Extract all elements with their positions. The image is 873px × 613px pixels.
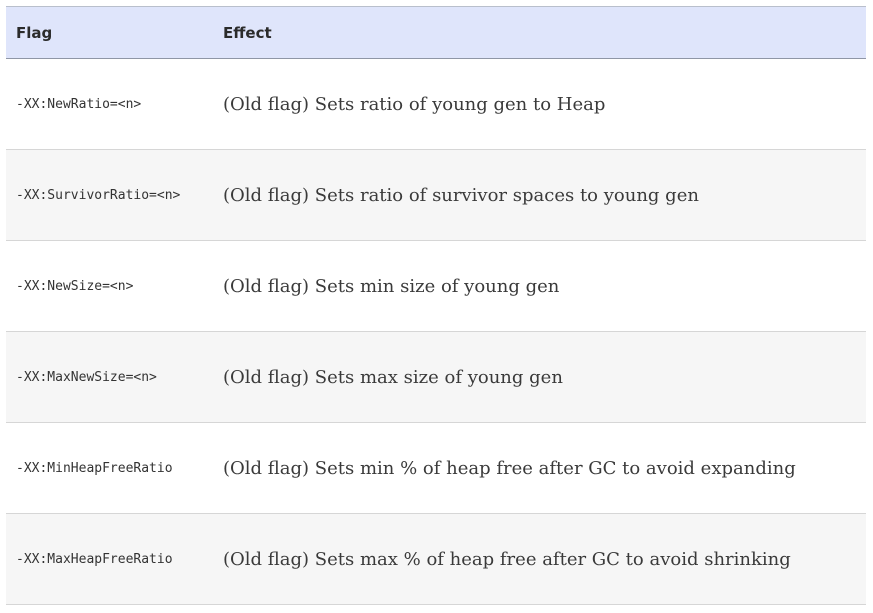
table-row: -XX:NewRatio=<n> (Old flag) Sets ratio o… — [6, 58, 866, 150]
flag-cell: -XX:NewRatio=<n> — [6, 58, 213, 150]
table-row: -XX:SurvivorRatio=<n> (Old flag) Sets ra… — [6, 149, 866, 241]
column-header-effect: Effect — [213, 6, 866, 59]
flag-cell: -XX:MaxHeapFreeRatio — [6, 513, 213, 605]
flag-cell: -XX:NewSize=<n> — [6, 240, 213, 332]
effect-cell: (Old flag) Sets max size of young gen — [213, 331, 866, 423]
jvm-flags-table-container: Flag Effect -XX:NewRatio=<n> (Old flag) … — [6, 6, 866, 605]
effect-cell: (Old flag) Sets ratio of young gen to He… — [213, 58, 866, 150]
header-row: Flag Effect — [6, 6, 866, 59]
table-row: -XX:NewSize=<n> (Old flag) Sets min size… — [6, 240, 866, 332]
effect-cell: (Old flag) Sets ratio of survivor spaces… — [213, 149, 866, 241]
table-row: -XX:MaxHeapFreeRatio (Old flag) Sets max… — [6, 513, 866, 605]
effect-cell: (Old flag) Sets min size of young gen — [213, 240, 866, 332]
flag-cell: -XX:MinHeapFreeRatio — [6, 422, 213, 514]
effect-cell: (Old flag) Sets max % of heap free after… — [213, 513, 866, 605]
effect-cell: (Old flag) Sets min % of heap free after… — [213, 422, 866, 514]
column-header-flag: Flag — [6, 6, 213, 59]
table-row: -XX:MaxNewSize=<n> (Old flag) Sets max s… — [6, 331, 866, 423]
table-header: Flag Effect — [6, 6, 866, 59]
flag-cell: -XX:SurvivorRatio=<n> — [6, 149, 213, 241]
table-body: -XX:NewRatio=<n> (Old flag) Sets ratio o… — [6, 58, 866, 605]
jvm-flags-table: Flag Effect -XX:NewRatio=<n> (Old flag) … — [6, 6, 866, 605]
table-row: -XX:MinHeapFreeRatio (Old flag) Sets min… — [6, 422, 866, 514]
flag-cell: -XX:MaxNewSize=<n> — [6, 331, 213, 423]
